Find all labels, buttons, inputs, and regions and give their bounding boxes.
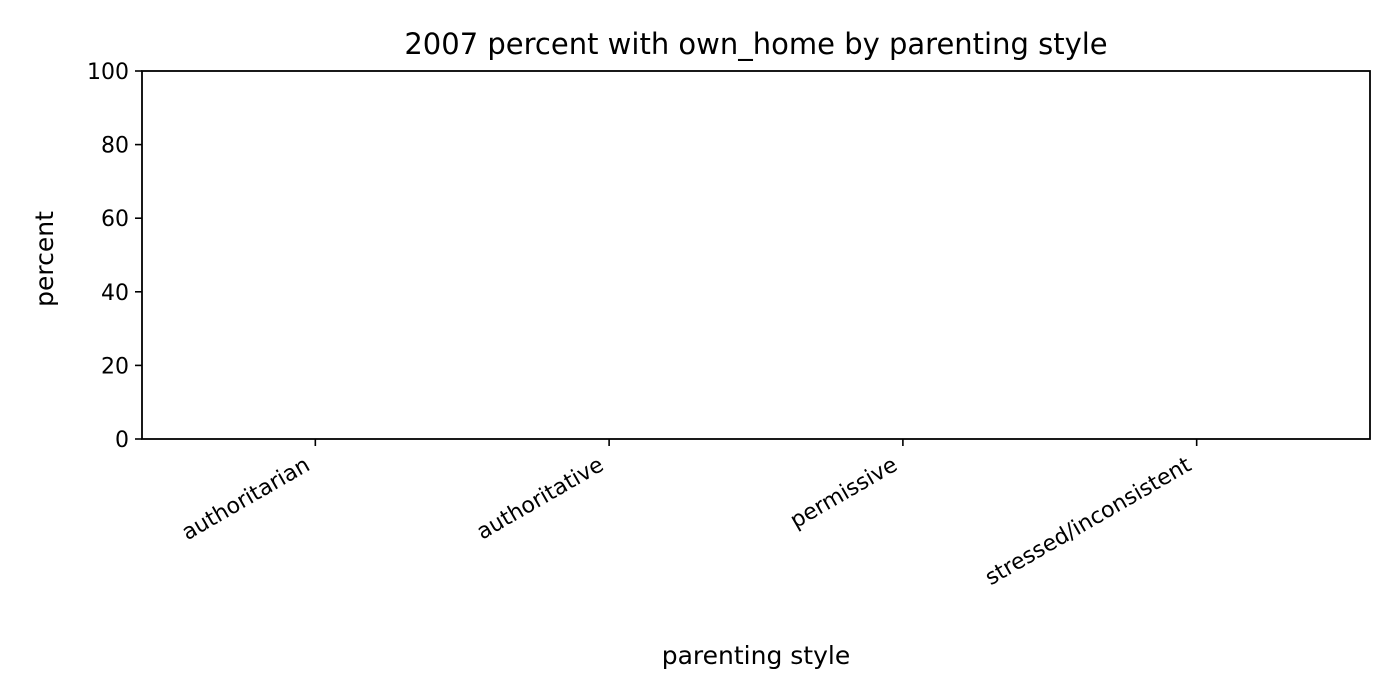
- y-tick-label: 80: [101, 134, 129, 159]
- y-tick-label: 100: [87, 60, 129, 85]
- y-tick-label: 0: [115, 428, 129, 453]
- y-tick-label: 60: [101, 207, 129, 232]
- y-tick-label: 40: [101, 281, 129, 306]
- x-axis-label: parenting style: [662, 641, 851, 670]
- chart-title: 2007 percent with own_home by parenting …: [404, 27, 1107, 61]
- y-axis-ticks: 0 20 40 60 80 100: [87, 60, 142, 453]
- plot-area-frame: [141, 70, 1371, 440]
- y-axis-label: percent: [30, 211, 59, 307]
- y-tick-label: 20: [101, 354, 129, 379]
